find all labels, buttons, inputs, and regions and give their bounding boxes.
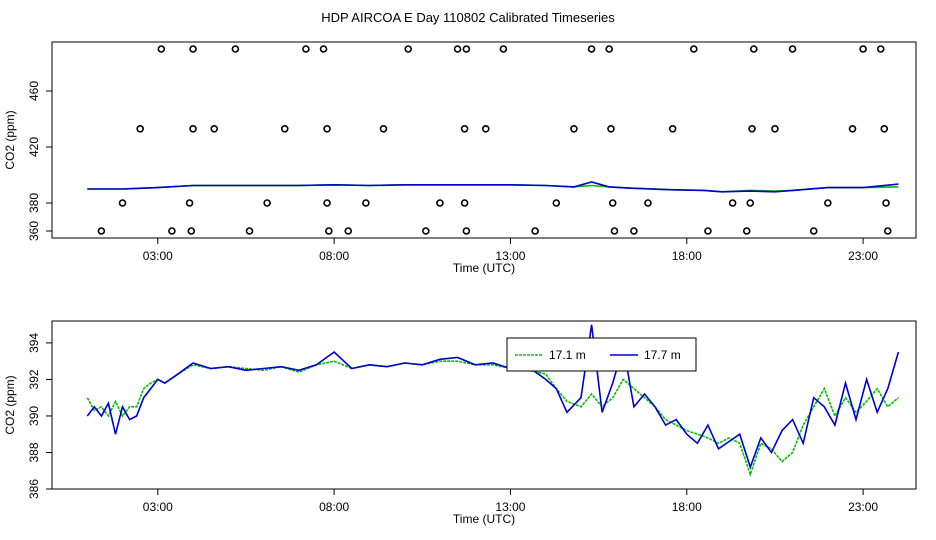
data-point (809, 227, 818, 235)
data-point (570, 125, 578, 133)
top-panel: 03:00 08:00 13:00 18:00 23:00 360 380 420 460 Tim… (3, 41, 917, 275)
x-axis-label: Time (UTC) (453, 261, 515, 275)
x-tick-label: 23:00 (848, 249, 878, 263)
data-point (453, 45, 462, 53)
x-tick-label: 18:00 (672, 500, 702, 514)
series-line-17.1-m (86, 360, 899, 477)
x-tick-label: 13:00 (495, 500, 525, 514)
data-point (552, 199, 561, 207)
data-point (379, 125, 388, 133)
data-point (187, 227, 196, 235)
x-tick-label: 03:00 (143, 500, 173, 514)
series-line-blue (87, 181, 899, 193)
y-tick-label: 420 (27, 137, 41, 157)
data-point (136, 125, 144, 133)
data-point (690, 45, 698, 53)
data-point (97, 227, 106, 235)
data-point (362, 199, 370, 207)
data-point (344, 227, 353, 235)
data-point (323, 199, 331, 207)
data-point (610, 227, 619, 235)
y-tick-label: 394 (27, 333, 41, 353)
series-line-17.7-m (86, 324, 900, 470)
data-point (848, 125, 857, 133)
bottom-panel: 03:00 08:00 13:00 18:00 23:00 386 388 390 392 394… (3, 320, 917, 526)
x-tick-label: 18:00 (672, 249, 702, 263)
y-tick-label: 388 (27, 442, 41, 462)
data-point (189, 125, 197, 133)
legend-label: 17.7 m (644, 348, 681, 362)
data-point (587, 45, 596, 53)
data-point (876, 45, 885, 53)
data-point (748, 125, 756, 133)
data-point (302, 45, 310, 53)
legend-box (506, 337, 697, 372)
y-tick-label: 390 (27, 406, 41, 426)
x-tick-label: 03:00 (143, 249, 173, 263)
data-point (605, 45, 613, 53)
data-point (325, 227, 333, 235)
data-point (460, 199, 469, 207)
y-tick-label: 380 (27, 193, 41, 213)
y-tick-label: 392 (27, 369, 41, 389)
data-point (499, 45, 508, 53)
y-axis-label: CO2 (ppm) (3, 375, 17, 434)
data-point (168, 227, 176, 235)
data-point (481, 125, 490, 133)
data-point (189, 45, 197, 53)
data-point (824, 199, 832, 207)
plot-frame (51, 41, 917, 239)
data-point (436, 199, 444, 207)
data-point (319, 45, 328, 53)
data-point (630, 227, 638, 235)
data-point (462, 45, 471, 53)
data-point (859, 45, 867, 53)
y-axis-label: CO2 (ppm) (3, 110, 17, 169)
chart-title: HDP AIRCOA E Day 110802 Calibrated Times… (321, 10, 615, 25)
data-point (422, 227, 430, 235)
data-point (185, 199, 194, 207)
data-point (644, 199, 652, 207)
data-point (245, 227, 254, 235)
y-tick-label: 386 (27, 479, 41, 499)
data-point (231, 45, 240, 53)
data-point (118, 199, 127, 207)
data-point (607, 125, 615, 133)
data-point (882, 199, 890, 207)
data-point (404, 45, 412, 53)
plot-frame (51, 320, 917, 490)
data-point (771, 125, 779, 133)
data-point (280, 125, 289, 133)
x-tick-label: 08:00 (319, 249, 349, 263)
x-tick-label: 13:00 (495, 249, 525, 263)
data-point (704, 227, 712, 235)
data-point (263, 199, 271, 207)
data-point (323, 125, 331, 133)
data-point (668, 125, 677, 133)
data-point (210, 125, 219, 133)
data-point (788, 45, 797, 53)
data-point (883, 227, 892, 235)
legend-label: 17.1 m (549, 348, 586, 362)
data-point (746, 199, 755, 207)
data-point (460, 125, 469, 133)
data-point (608, 199, 617, 207)
x-tick-label: 23:00 (848, 500, 878, 514)
data-point (880, 125, 889, 133)
data-point (749, 45, 758, 53)
data-point (728, 199, 737, 207)
data-point (531, 227, 539, 235)
y-tick-label: 360 (27, 221, 41, 241)
data-point (742, 227, 751, 235)
data-point (157, 45, 166, 53)
data-point (462, 227, 471, 235)
x-axis-label: Time (UTC) (453, 512, 515, 526)
y-tick-label: 460 (27, 81, 41, 101)
x-tick-label: 08:00 (319, 500, 349, 514)
